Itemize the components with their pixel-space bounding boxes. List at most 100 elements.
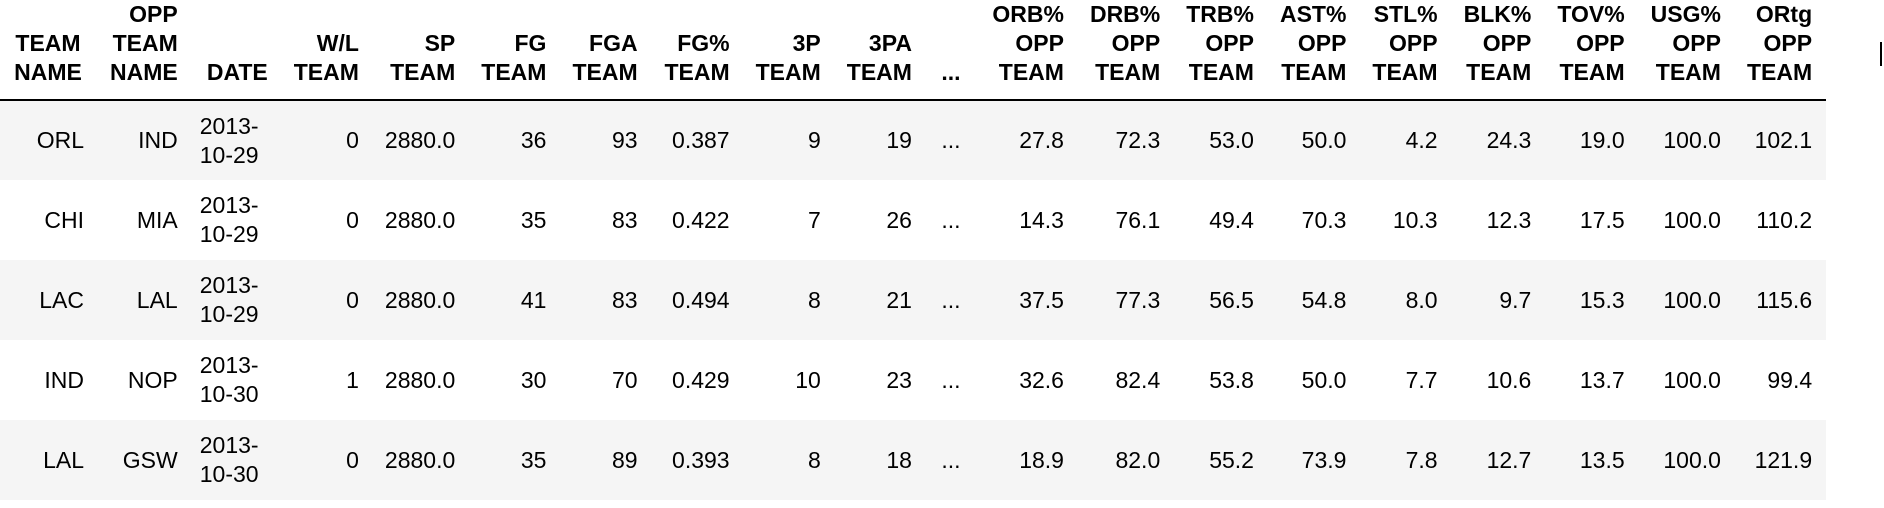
header-date: DATE [192,0,282,100]
table-body: ORL IND 2013-10-29 0 2880.0 36 93 0.387 9 19... 27… [0,100,1827,500]
header-line: TEAM [15,30,81,56]
cell-fgpct-team: 0.429 [672,366,730,393]
header-astpct-opp-team: AST% OPP TEAM [1268,0,1360,100]
cell-3pa-team: 23 [886,366,912,393]
cell-drbpct-opp-team: 76.1 [1115,206,1161,233]
cell-wl-team: 0 [346,446,359,473]
cell-team-name: LAL [43,446,84,473]
cell-drbpct-opp-team: 82.4 [1115,366,1161,393]
cell-stlpct-opp-team: 4.2 [1405,127,1438,153]
cell-astpct-opp-team: 54.8 [1301,286,1347,313]
cell-opp-team-name: NOP [127,366,178,393]
cell-ortg-opp-team: 115.6 [1756,286,1813,313]
cell-sp-team: 2880.0 [384,446,456,473]
header-row: TEAM NAME OPP TEAM NAME DATE W/L TEAM SP TEAM FG TE… [0,0,1827,100]
cell-team-name: LAC [39,286,84,313]
header-line: OPP [1205,30,1254,56]
header-line: OPP [1576,30,1625,56]
header-fgpct-team: FG% TEAM [652,0,744,100]
header-line: TEAM [1466,59,1532,85]
header-line: NAME [14,59,82,85]
header-line: TOV% [1557,1,1625,27]
cell-astpct-opp-team: 73.9 [1301,446,1347,473]
header-line: FGA [589,30,638,56]
cell-fgpct-team: 0.422 [672,206,730,233]
header-line: TEAM [1746,59,1813,85]
header-line: OPP [1672,30,1721,56]
cell-astpct-opp-team: 50.0 [1301,127,1347,153]
header-line: TEAM [664,59,730,85]
header-line: ORtg [1755,1,1813,27]
header-line: OPP [1297,30,1347,56]
dataframe-table: TEAM NAME OPP TEAM NAME DATE W/L TEAM SP TEAM FG TE… [0,0,1827,500]
table-row: CHI MIA 2013-10-29 0 2880.0 35 83 0.422 7 26... 14… [0,180,1827,260]
cell-usgpct-opp-team: 100.0 [1663,286,1721,313]
cell-usgpct-opp-team: 100.0 [1663,446,1721,473]
cell-3pa-team: 19 [886,127,912,153]
cell-date: 2013-10-29 [199,112,259,168]
cell-usgpct-opp-team: 100.0 [1663,366,1721,393]
cell-fg-team: 35 [520,206,547,233]
cell-team-name: IND [44,366,84,393]
cell-opp-team-name: LAL [136,286,178,313]
header-line: 3PA [868,30,912,56]
header-line: TEAM [1188,59,1254,85]
header-line: BLK% [1463,1,1532,27]
cell-wl-team: 1 [346,366,359,393]
header-line: TEAM [112,30,178,56]
header-line: STL% [1373,1,1438,27]
cell-tovpct-opp-team: 19.0 [1579,127,1625,153]
header-line: USG% [1650,1,1721,27]
header-line: TEAM [846,59,912,85]
cell-tovpct-opp-team: 13.7 [1579,366,1625,393]
cell-date: 2013-10-29 [199,192,259,247]
cell-ellipsis: ... [941,206,961,233]
cell-date: 2013-10-30 [199,432,259,487]
cell-orbpct-opp-team: 37.5 [1019,286,1064,313]
cell-ellipsis: ... [941,286,961,313]
cell-drbpct-opp-team: 82.0 [1115,446,1161,473]
table-row: ORL IND 2013-10-29 0 2880.0 36 93 0.387 9 19... 27… [0,100,1827,180]
header-line: FG [514,30,547,56]
cell-blkpct-opp-team: 12.3 [1486,206,1532,233]
cell-astpct-opp-team: 50.0 [1301,366,1347,393]
header-line: FG% [677,30,730,56]
cell-stlpct-opp-team: 8.0 [1405,286,1438,313]
cell-ortg-opp-team: 102.1 [1754,127,1813,153]
cell-fgpct-team: 0.494 [672,286,730,313]
cell-wl-team: 0 [346,127,359,153]
cell-blkpct-opp-team: 10.6 [1486,366,1532,393]
header-tovpct-opp-team: TOV% OPP TEAM [1545,0,1638,100]
cell-date: 2013-10-30 [199,352,259,407]
cell-3p-team: 8 [807,286,821,313]
header-opp-team-name: OPP TEAM NAME [98,0,192,100]
cell-blkpct-opp-team: 9.7 [1499,286,1532,313]
cell-sp-team: 2880.0 [384,206,456,233]
cell-drbpct-opp-team: 72.3 [1115,127,1161,153]
header-line: TEAM [390,59,456,85]
header-line: ... [941,59,961,85]
header-line: TEAM [998,59,1064,85]
cell-ellipsis: ... [941,366,961,393]
cell-usgpct-opp-team: 100.0 [1663,206,1721,233]
header-line: 3P [792,30,821,56]
table-row: IND NOP 2013-10-30 1 2880.0 30 70 0.429 10 23... 3… [0,340,1827,420]
header-fga-team: FGA TEAM [560,0,651,100]
cell-sp-team: 2880.0 [384,127,456,153]
cell-trbpct-opp-team: 55.2 [1209,446,1254,473]
header-line: DRB% [1089,1,1161,27]
cell-trbpct-opp-team: 53.8 [1209,366,1254,393]
table-row: LAL GSW 2013-10-30 0 2880.0 35 89 0.393 8 18... 18… [0,420,1827,500]
header-line: NAME [110,59,178,85]
cell-fg-team: 36 [520,127,547,153]
cell-stlpct-opp-team: 7.7 [1405,366,1438,393]
header-line: TEAM [755,59,821,85]
truncated-column-edge [1880,42,1882,66]
cell-trbpct-opp-team: 53.0 [1209,127,1254,153]
header-line: TEAM [572,59,638,85]
header-ellipsis: ... [926,0,976,100]
header-line: TEAM [481,59,547,85]
cell-ortg-opp-team: 121.9 [1754,446,1813,473]
header-usgpct-opp-team: USG% OPP TEAM [1639,0,1735,100]
cell-blkpct-opp-team: 24.3 [1486,127,1532,153]
